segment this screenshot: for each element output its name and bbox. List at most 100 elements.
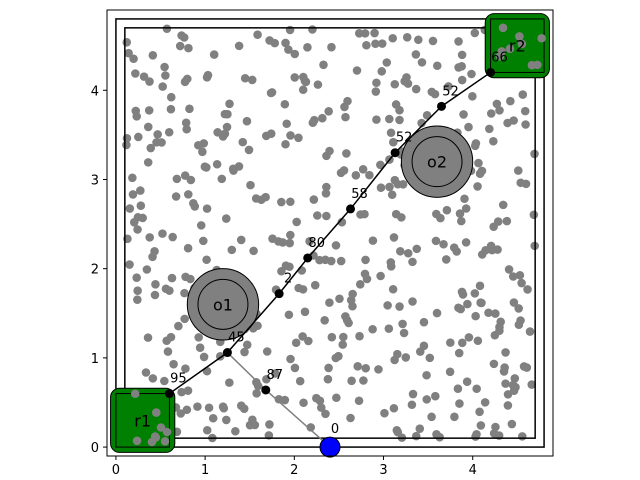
sample-point bbox=[359, 376, 368, 385]
sample-point bbox=[346, 413, 355, 423]
sample-point bbox=[442, 205, 452, 215]
axes: 0 1 2 3 4 0 1 2 3 4 bbox=[91, 9, 554, 478]
sample-point bbox=[199, 352, 209, 362]
sample-point bbox=[503, 118, 512, 128]
sample-point bbox=[457, 62, 466, 71]
sample-point bbox=[383, 301, 392, 310]
sample-point bbox=[498, 200, 508, 210]
sample-point bbox=[441, 255, 451, 264]
sample-point bbox=[517, 39, 527, 49]
sample-point bbox=[290, 73, 300, 82]
sample-point bbox=[505, 44, 515, 54]
sample-point bbox=[414, 35, 423, 45]
sample-point bbox=[194, 333, 203, 342]
sample-point bbox=[298, 285, 308, 294]
sample-point bbox=[295, 376, 305, 386]
sample-point bbox=[312, 211, 322, 220]
sample-point bbox=[503, 401, 513, 410]
sample-point bbox=[458, 290, 468, 299]
waypoint-marker bbox=[346, 204, 356, 214]
waypoint-marker bbox=[274, 289, 284, 299]
sample-point bbox=[455, 209, 465, 218]
sample-point bbox=[471, 432, 480, 441]
sample-point bbox=[252, 389, 261, 398]
sample-point bbox=[286, 131, 295, 140]
sample-point bbox=[390, 355, 399, 365]
sample-point bbox=[354, 29, 364, 38]
sample-point bbox=[474, 158, 483, 168]
sample-point bbox=[195, 343, 205, 352]
sample-point bbox=[431, 391, 440, 401]
sample-point bbox=[280, 99, 290, 109]
sample-point bbox=[430, 89, 440, 99]
sample-point bbox=[242, 116, 252, 126]
sample-point bbox=[217, 174, 227, 184]
sample-point bbox=[374, 365, 383, 374]
sample-point bbox=[125, 260, 134, 269]
sample-point bbox=[461, 204, 471, 213]
sample-point bbox=[128, 190, 138, 199]
sample-point bbox=[513, 166, 523, 175]
zone-inner-box bbox=[490, 18, 545, 73]
sample-point bbox=[157, 138, 166, 147]
sample-point bbox=[401, 353, 411, 362]
sample-point bbox=[361, 363, 371, 373]
sample-point bbox=[176, 409, 186, 418]
sample-point bbox=[455, 399, 464, 408]
sample-point bbox=[129, 54, 138, 64]
x-tick-label: 1 bbox=[201, 463, 209, 478]
sample-point bbox=[452, 247, 461, 256]
sample-point bbox=[180, 171, 190, 180]
sample-point bbox=[435, 432, 444, 442]
sample-point bbox=[537, 33, 546, 43]
sample-point bbox=[277, 266, 286, 276]
sample-point bbox=[319, 60, 328, 70]
sample-point bbox=[389, 137, 398, 147]
sample-point bbox=[368, 236, 378, 245]
sample-point bbox=[431, 236, 441, 246]
sample-point bbox=[403, 79, 413, 88]
sample-point bbox=[174, 321, 183, 331]
obstacle-inner bbox=[411, 136, 463, 188]
sample-point bbox=[484, 308, 493, 318]
sample-point bbox=[234, 41, 244, 51]
sample-point bbox=[151, 433, 161, 442]
waypoint-marker bbox=[222, 348, 232, 358]
sample-point bbox=[356, 210, 365, 219]
sample-point bbox=[354, 396, 364, 406]
sample-point bbox=[399, 328, 409, 338]
sample-point bbox=[470, 141, 480, 151]
sample-point bbox=[246, 180, 255, 190]
main-path bbox=[169, 71, 491, 395]
sample-point bbox=[133, 286, 142, 295]
sample-point bbox=[324, 363, 333, 373]
sample-point bbox=[122, 38, 132, 47]
sample-point bbox=[408, 297, 417, 306]
sample-point bbox=[160, 437, 170, 446]
sample-point bbox=[160, 376, 169, 386]
sample-point bbox=[336, 256, 346, 266]
sample-point bbox=[290, 49, 300, 59]
sample-point bbox=[281, 139, 290, 149]
sample-point bbox=[240, 73, 250, 83]
sample-point bbox=[270, 369, 280, 378]
sample-point bbox=[166, 92, 176, 102]
sample-point bbox=[199, 236, 208, 246]
sample-point bbox=[145, 77, 154, 86]
sample-point bbox=[162, 427, 172, 437]
sample-point bbox=[403, 248, 413, 258]
sample-point bbox=[151, 280, 160, 289]
sample-point bbox=[249, 246, 258, 256]
sample-point bbox=[196, 221, 206, 230]
sample-point bbox=[160, 62, 169, 72]
sample-point bbox=[331, 241, 341, 250]
sample-point bbox=[402, 33, 412, 42]
sample-point bbox=[389, 403, 399, 413]
sample-point bbox=[393, 427, 403, 437]
waypoint-label: 45 bbox=[228, 331, 245, 346]
axes-frame bbox=[106, 9, 554, 457]
sample-point bbox=[281, 38, 290, 48]
sample-point bbox=[166, 332, 176, 342]
sample-point bbox=[266, 129, 276, 138]
sample-point bbox=[202, 163, 211, 172]
